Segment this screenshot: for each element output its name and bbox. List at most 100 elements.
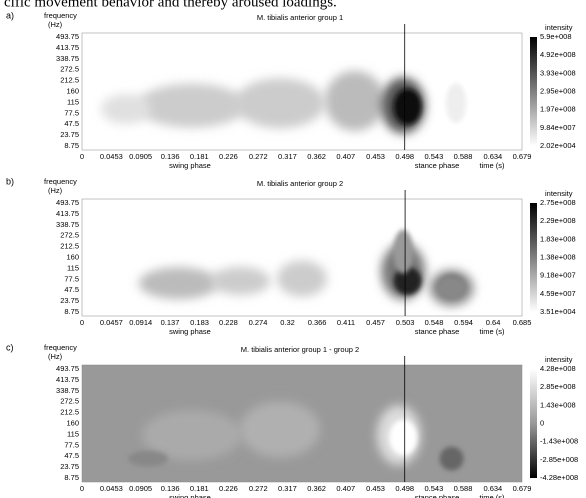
x-label-stance: stance phase <box>415 327 460 336</box>
heat-blob <box>429 269 474 306</box>
x-tick-label: 0.548 <box>425 318 444 327</box>
x-tick-label: 0.0905 <box>129 152 152 161</box>
panel: a) frequency(Hz) M. tibialis anterior grou… <box>6 10 576 170</box>
panel: c) frequency(Hz) M. tibialis anterior grou… <box>6 342 578 498</box>
y-tick-label: 160 <box>66 252 79 261</box>
y-tick-label: 272.5 <box>60 397 79 406</box>
panel-title: M. tibialis anterior group 2 <box>257 179 343 188</box>
x-tick-label: 0.317 <box>278 152 297 161</box>
y-axis-unit: (Hz) <box>48 352 63 361</box>
colorbar-tick-label: 4.92e+008 <box>540 50 576 59</box>
x-tick-label: 0.181 <box>190 152 209 161</box>
y-tick-label: 338.75 <box>56 220 79 229</box>
y-tick-label: 115 <box>67 429 79 438</box>
y-tick-label: 212.5 <box>60 408 79 417</box>
colorbar-title: intensity <box>545 189 573 198</box>
colorbar-tick-label: -4.28e+008 <box>540 473 578 482</box>
panel-label: a) <box>6 10 14 20</box>
heat-blob <box>446 83 466 124</box>
x-tick-label: 0.366 <box>308 318 327 327</box>
x-tick-label: 0.679 <box>513 152 532 161</box>
panel-title: M. tibialis anterior group 1 - group 2 <box>241 345 359 354</box>
heat-blob <box>128 450 168 467</box>
y-tick-label: 77.5 <box>64 108 79 117</box>
y-tick-label: 212.5 <box>60 242 79 251</box>
x-tick-label: 0.594 <box>454 318 473 327</box>
x-tick-label: 0.0905 <box>129 484 152 493</box>
x-tick-label: 0.588 <box>454 484 473 493</box>
colorbar-tick-label: 4.28e+008 <box>540 364 576 373</box>
x-tick-label: 0.64 <box>486 318 501 327</box>
x-tick-label: 0.453 <box>366 152 385 161</box>
colorbar-tick-label: 5.9e+008 <box>540 32 572 41</box>
heat-blob <box>210 266 271 295</box>
x-tick-label: 0.457 <box>366 318 385 327</box>
colorbar-tick-label: -2.85e+008 <box>540 455 578 464</box>
x-tick-label: 0.32 <box>280 318 295 327</box>
x-tick-label: 0.453 <box>366 484 385 493</box>
x-label-stance: stance phase <box>415 493 460 498</box>
y-tick-label: 338.75 <box>56 54 79 63</box>
y-tick-label: 413.75 <box>56 209 79 218</box>
x-tick-label: 0.137 <box>161 318 180 327</box>
x-label-swing: swing phase <box>169 161 211 170</box>
y-tick-label: 272.5 <box>60 231 79 240</box>
colorbar-tick-label: 2.02e+004 <box>540 141 576 150</box>
x-tick-label: 0.503 <box>396 318 415 327</box>
y-tick-label: 115 <box>67 263 79 272</box>
colorbar-tick-label: 1.83e+008 <box>540 234 576 243</box>
y-axis-label: frequency <box>44 177 77 186</box>
colorbar-title: intensity <box>545 355 573 364</box>
colorbar-tick-label: 2.29e+008 <box>540 216 576 225</box>
x-tick-label: 0.498 <box>395 152 414 161</box>
x-tick-label: 0.317 <box>278 484 297 493</box>
y-tick-label: 493.75 <box>56 198 79 207</box>
panel-title: M. tibialis anterior group 1 <box>257 13 343 22</box>
heat-blob <box>389 419 418 456</box>
y-tick-label: 8.75 <box>64 473 79 482</box>
x-tick-label: 0.0453 <box>100 484 123 493</box>
x-tick-label: 0.0914 <box>129 318 152 327</box>
heat-blob <box>439 446 464 471</box>
y-tick-label: 77.5 <box>64 274 79 283</box>
y-tick-label: 413.75 <box>56 375 79 384</box>
x-tick-label: 0.407 <box>336 484 355 493</box>
heat-blob <box>393 88 422 125</box>
y-tick-label: 47.5 <box>64 451 79 460</box>
plot-frame <box>81 364 523 483</box>
colorbar-tick-label: -1.43e+008 <box>540 437 578 446</box>
y-tick-label: 160 <box>66 418 79 427</box>
x-tick-label: 0.274 <box>249 318 268 327</box>
colorbar-tick-label: 3.51e+004 <box>540 307 576 316</box>
heat-blob <box>393 229 414 274</box>
y-tick-label: 23.75 <box>60 130 79 139</box>
x-tick-label: 0 <box>80 318 84 327</box>
heat-blob <box>138 267 219 300</box>
colorbar-tick-label: 1.38e+008 <box>540 252 576 261</box>
x-tick-label: 0.685 <box>513 318 532 327</box>
x-tick-label: 0.634 <box>483 152 502 161</box>
x-tick-label: 0.136 <box>161 152 180 161</box>
x-tick-label: 0.588 <box>454 152 473 161</box>
colorbar-tick-label: 2.75e+008 <box>540 198 576 207</box>
x-label-time: time (s) <box>480 327 506 336</box>
y-axis-unit: (Hz) <box>48 186 63 195</box>
heatmap <box>101 70 466 134</box>
y-axis-unit: (Hz) <box>48 20 63 29</box>
x-tick-label: 0.0457 <box>100 318 123 327</box>
x-tick-label: 0 <box>80 152 84 161</box>
x-label-stance: stance phase <box>415 161 460 170</box>
y-tick-label: 493.75 <box>56 32 79 41</box>
colorbar <box>530 203 537 312</box>
y-tick-label: 47.5 <box>64 285 79 294</box>
x-label-swing: swing phase <box>169 493 211 498</box>
y-tick-label: 23.75 <box>60 296 79 305</box>
colorbar-tick-label: 9.84e+007 <box>540 123 576 132</box>
x-label-time: time (s) <box>480 493 506 498</box>
heat-blob <box>235 78 325 129</box>
colorbar-tick-label: 0 <box>540 418 544 427</box>
colorbar-tick-label: 1.43e+008 <box>540 400 576 409</box>
y-tick-label: 272.5 <box>60 65 79 74</box>
panel-label: c) <box>6 342 14 352</box>
x-label-swing: swing phase <box>169 327 211 336</box>
